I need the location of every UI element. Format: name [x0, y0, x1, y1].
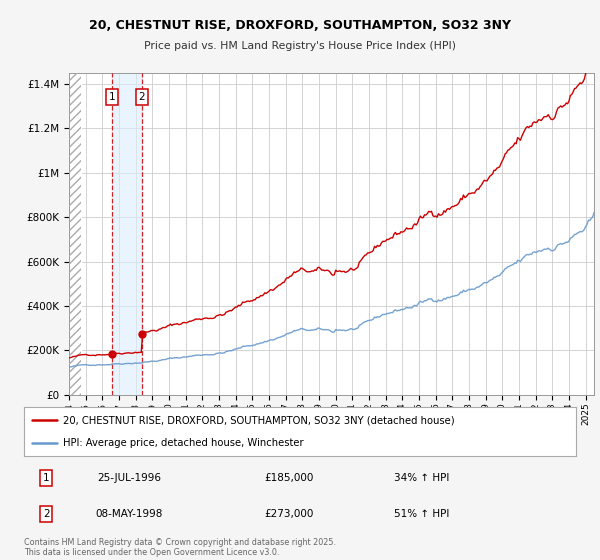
Text: 1: 1 [43, 473, 49, 483]
Text: 25-JUL-1996: 25-JUL-1996 [97, 473, 161, 483]
Text: 34% ↑ HPI: 34% ↑ HPI [394, 473, 449, 483]
Text: HPI: Average price, detached house, Winchester: HPI: Average price, detached house, Winc… [62, 438, 303, 448]
Bar [69, 73, 80, 395]
Text: 2: 2 [139, 92, 145, 102]
Bar [69, 73, 80, 395]
Text: £185,000: £185,000 [264, 473, 314, 483]
Text: 1: 1 [109, 92, 115, 102]
Bar [112, 73, 142, 395]
Text: 51% ↑ HPI: 51% ↑ HPI [394, 508, 449, 519]
Text: 20, CHESTNUT RISE, DROXFORD, SOUTHAMPTON, SO32 3NY (detached house): 20, CHESTNUT RISE, DROXFORD, SOUTHAMPTON… [62, 416, 454, 426]
Text: 08-MAY-1998: 08-MAY-1998 [95, 508, 163, 519]
Text: 2: 2 [43, 508, 49, 519]
Text: Price paid vs. HM Land Registry's House Price Index (HPI): Price paid vs. HM Land Registry's House … [144, 41, 456, 51]
Text: £273,000: £273,000 [264, 508, 314, 519]
Text: Contains HM Land Registry data © Crown copyright and database right 2025.
This d: Contains HM Land Registry data © Crown c… [24, 538, 336, 557]
Text: 20, CHESTNUT RISE, DROXFORD, SOUTHAMPTON, SO32 3NY: 20, CHESTNUT RISE, DROXFORD, SOUTHAMPTON… [89, 18, 511, 32]
